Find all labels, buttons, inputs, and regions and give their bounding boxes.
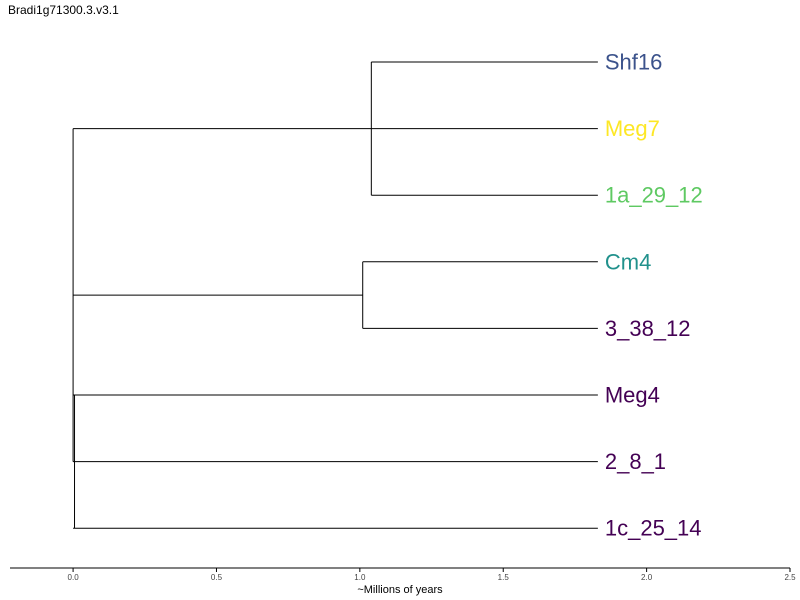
leaf-label: 3_38_12	[605, 316, 691, 341]
leaf-label: Meg7	[605, 116, 660, 141]
x-tick-label: 1.0	[354, 573, 366, 582]
leaf-label: 1a_29_12	[605, 183, 703, 208]
x-tick-label: 0.0	[68, 573, 80, 582]
leaf-label: 2_8_1	[605, 449, 666, 474]
x-tick-label: 1.5	[498, 573, 510, 582]
x-axis-title: ~Millions of years	[357, 584, 443, 596]
x-tick-label: 2.5	[784, 573, 796, 582]
leaf-label: Meg4	[605, 383, 660, 408]
leaf-label: Shf16	[605, 50, 663, 75]
x-tick-label: 2.0	[641, 573, 653, 582]
leaf-label: 1c_25_14	[605, 516, 702, 541]
tree-title: Bradi1g71300.3.v3.1	[8, 3, 119, 17]
branches-layer	[72, 61, 598, 529]
leaf-label: Cm4	[605, 249, 651, 274]
x-axis: 0.0 0.5 1.0 1.5 2.0 2.5	[10, 567, 796, 582]
x-tick-label: 0.5	[211, 573, 223, 582]
leaf-labels-layer: Shf16 Meg7 1a_29_12 Cm4 3_38_12 Meg4 2_8_1 1c_2…	[605, 50, 703, 541]
